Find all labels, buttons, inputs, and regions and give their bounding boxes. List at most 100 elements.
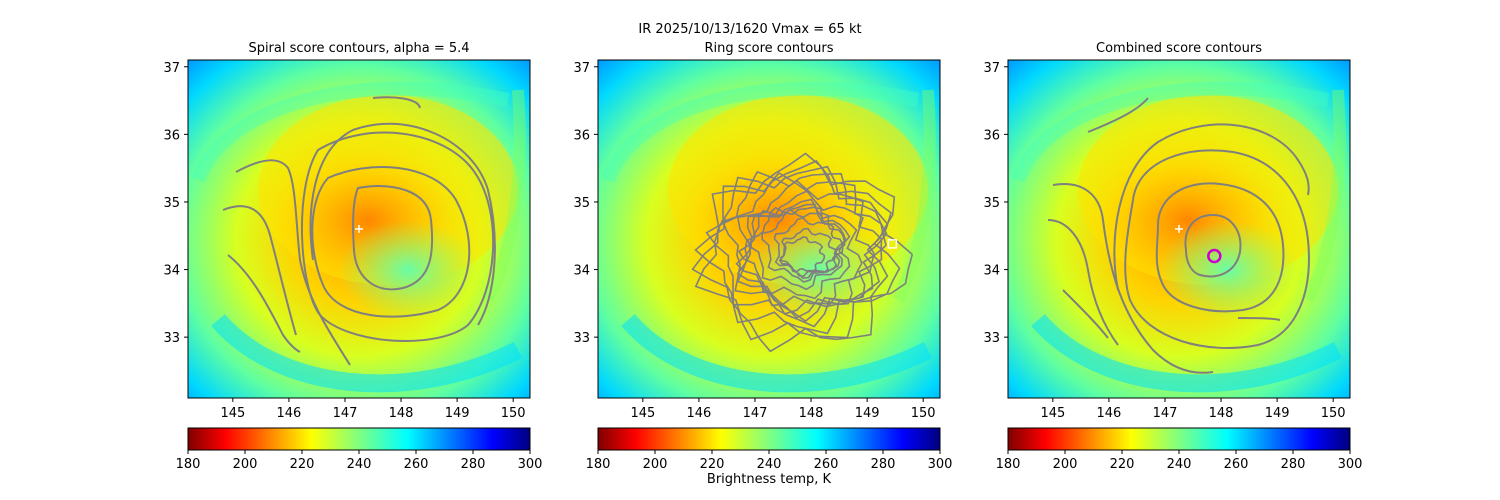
x-tick-label: 147 <box>743 406 768 421</box>
plus-marker <box>355 225 363 233</box>
x-tick-label: 145 <box>630 406 655 421</box>
contour-line <box>352 185 434 291</box>
panel-title: Ring score contours <box>704 41 833 56</box>
panel-2: Ring score contours 145 146 147 148 149 150 33 3… <box>573 41 953 472</box>
y-tick-label: 35 <box>983 196 1000 211</box>
x-tick-label: 149 <box>1265 406 1290 421</box>
colorbar-tick-label: 280 <box>461 457 486 472</box>
x-tick-label: 147 <box>333 406 358 421</box>
contour-line <box>1113 123 1310 291</box>
contour-line <box>227 254 301 353</box>
colorbar-tick-label: 200 <box>643 457 668 472</box>
y-tick-label: 36 <box>983 128 1000 143</box>
ring-contour <box>737 203 851 300</box>
x-tick-label: 148 <box>799 406 824 421</box>
contour-line <box>300 131 495 343</box>
y-tick-label: 36 <box>573 128 590 143</box>
contour-line <box>1184 213 1242 278</box>
contour-line <box>1052 183 1214 374</box>
x-tick-label: 149 <box>855 406 880 421</box>
x-tick-label: 145 <box>220 406 245 421</box>
x-tick-label: 150 <box>911 406 936 421</box>
x-tick-label: 146 <box>687 406 712 421</box>
brightness-temp-image <box>598 60 940 398</box>
contour-line <box>1047 219 1119 346</box>
colorbar-tick-label: 300 <box>1338 457 1363 472</box>
x-tick-label: 146 <box>277 406 302 421</box>
colorbar-tick-label: 220 <box>700 457 725 472</box>
panel-3: Combined score contours 145 146 147 148 149 15… <box>983 41 1363 472</box>
panel-title: Spiral score contours, alpha = 5.4 <box>248 41 469 56</box>
colorbar-label: Brightness temp, K <box>706 472 832 487</box>
contour-line <box>311 166 471 318</box>
y-tick-label: 37 <box>983 61 1000 76</box>
contour-line <box>1237 317 1281 321</box>
colorbar-tick-label: 180 <box>996 457 1021 472</box>
x-tick-label: 145 <box>1040 406 1065 421</box>
x-tick-label: 150 <box>501 406 526 421</box>
contour-line <box>222 205 297 336</box>
score-contours <box>691 152 914 353</box>
colorbar-tick-label: 180 <box>586 457 611 472</box>
axes-frame <box>1007 59 1351 399</box>
colorbar <box>1007 427 1351 451</box>
ring-contour <box>694 152 914 353</box>
y-tick-label: 34 <box>983 264 1000 279</box>
x-tick-label: 148 <box>1209 406 1234 421</box>
colorbar <box>597 427 941 451</box>
figure-suptitle: IR 2025/10/13/1620 Vmax = 65 kt <box>638 22 862 37</box>
colorbar-tick-label: 220 <box>1110 457 1135 472</box>
contour-line <box>1155 182 1285 313</box>
score-contours <box>1047 97 1310 374</box>
colorbar-tick-label: 280 <box>1281 457 1306 472</box>
brightness-temp-image <box>1008 60 1350 398</box>
colorbar-tick-label: 220 <box>290 457 315 472</box>
x-tick-label: 150 <box>1321 406 1346 421</box>
square-marker <box>887 239 898 249</box>
colorbar-tick-label: 240 <box>347 457 372 472</box>
y-tick-label: 33 <box>983 331 1000 346</box>
colorbar <box>187 427 531 451</box>
y-tick-label: 33 <box>573 331 590 346</box>
brightness-temp-image <box>188 60 530 398</box>
colorbar-tick-label: 260 <box>814 457 839 472</box>
panel-title: Combined score contours <box>1096 41 1262 56</box>
colorbar-tick-label: 180 <box>176 457 201 472</box>
axes-frame <box>187 59 531 399</box>
y-tick-label: 33 <box>163 331 180 346</box>
ring-contour <box>691 160 901 341</box>
contour-line <box>1062 289 1109 339</box>
y-tick-label: 35 <box>573 196 590 211</box>
ring-contour <box>761 208 846 283</box>
colorbar-tick-label: 240 <box>757 457 782 472</box>
contour-line <box>1087 97 1149 133</box>
y-tick-label: 34 <box>163 264 180 279</box>
score-contours <box>222 96 496 366</box>
panel-1: Spiral score contours, alpha = 5.4 145 146… <box>163 41 542 472</box>
y-tick-label: 37 <box>163 61 180 76</box>
circle-marker <box>1207 248 1222 264</box>
x-tick-label: 146 <box>1097 406 1122 421</box>
contour-line <box>372 96 421 109</box>
x-tick-label: 149 <box>445 406 470 421</box>
y-tick-label: 34 <box>573 264 590 279</box>
colorbar-tick-label: 300 <box>928 457 953 472</box>
colorbar-tick-label: 200 <box>233 457 258 472</box>
ring-contour <box>705 170 888 328</box>
axes-frame <box>597 59 941 399</box>
colorbar-tick-label: 260 <box>404 457 429 472</box>
y-tick-label: 36 <box>163 128 180 143</box>
contour-line <box>235 159 351 366</box>
colorbar-tick-label: 260 <box>1224 457 1249 472</box>
y-tick-label: 35 <box>163 196 180 211</box>
colorbar-tick-label: 280 <box>871 457 896 472</box>
ring-contour <box>694 165 889 335</box>
x-tick-label: 147 <box>1153 406 1178 421</box>
colorbar-tick-label: 240 <box>1167 457 1192 472</box>
plus-marker <box>1175 225 1183 233</box>
contour-line <box>309 122 496 326</box>
colorbar-tick-label: 200 <box>1053 457 1078 472</box>
x-tick-label: 148 <box>389 406 414 421</box>
ring-contour <box>736 179 883 319</box>
